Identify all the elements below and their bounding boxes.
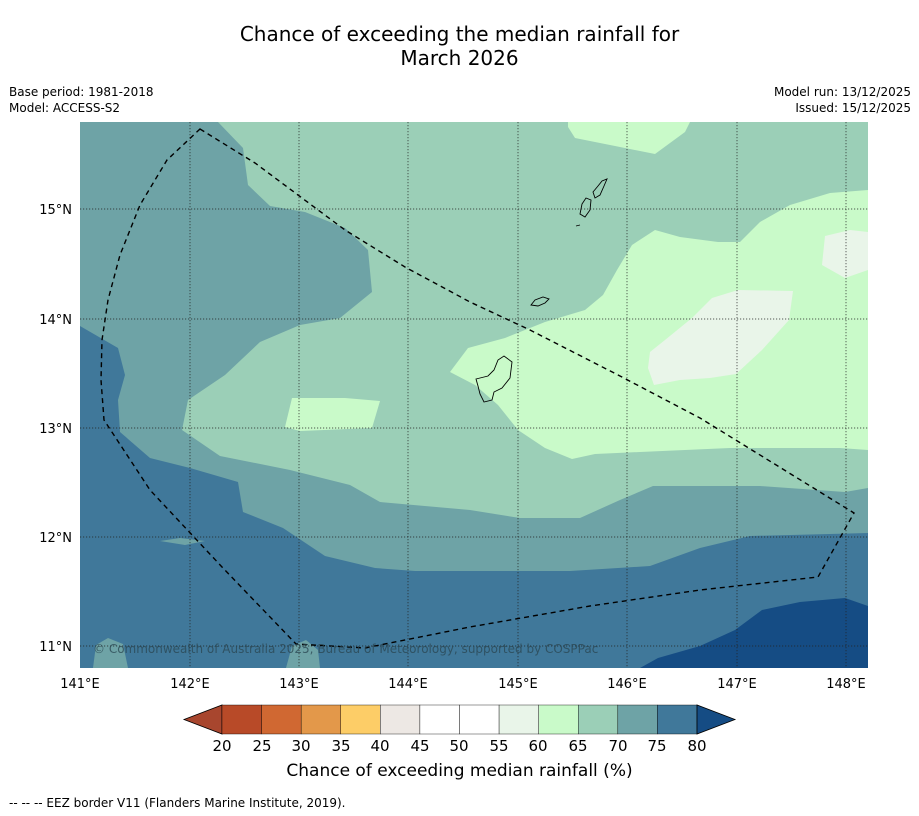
colorbar <box>182 704 737 735</box>
colorbar-segment <box>459 704 500 735</box>
lon-axis-labels: 141°E 142°E 143°E 144°E 145°E 146°E 147°… <box>60 677 866 692</box>
colorbar-segment <box>538 704 579 735</box>
colorbar-tick: 75 <box>647 737 666 755</box>
islands <box>475 178 608 403</box>
colorbar-tick: 35 <box>331 737 350 755</box>
lat-label: 12°N <box>39 531 72 546</box>
colorbar-segment <box>221 704 262 735</box>
colorbar-segment <box>380 704 421 735</box>
eez-border <box>100 128 855 649</box>
colorbar-tick: 40 <box>370 737 389 755</box>
colorbar-tick: 45 <box>410 737 429 755</box>
contour-55-60-a <box>648 290 793 385</box>
contour-70-75-patch-sw <box>93 638 128 668</box>
contour-75-80 <box>80 326 868 668</box>
lon-label: 142°E <box>170 677 210 692</box>
colorbar-tick: 65 <box>568 737 587 755</box>
lat-label: 11°N <box>39 640 72 655</box>
colorbar-tick: 50 <box>449 737 468 755</box>
meta-right: Model run: 13/12/2025 Issued: 15/12/2025 <box>774 84 911 116</box>
model-run: Model run: 13/12/2025 <box>773 85 911 99</box>
colorbar-tick: 60 <box>528 737 547 755</box>
colorbar-segment <box>261 704 302 735</box>
colorbar-tick: 80 <box>687 737 706 755</box>
colorbar-extend-low <box>182 704 223 735</box>
colorbar-segment <box>498 704 539 735</box>
lat-label: 15°N <box>39 203 72 218</box>
meta-left: Base period: 1981-2018 Model: ACCESS-S2 <box>9 84 154 116</box>
contour-70-75-patch-s <box>286 640 320 668</box>
island-rota <box>530 296 550 307</box>
colorbar-tick: 20 <box>212 737 231 755</box>
lon-label: 144°E <box>388 677 428 692</box>
contour-80-plus <box>640 598 868 668</box>
eez-legend: -- -- -- EEZ border V11 (Flanders Marine… <box>9 796 346 810</box>
contour-60-65-west <box>285 398 380 431</box>
lon-label: 141°E <box>60 677 100 692</box>
model-name: Model: ACCESS-S2 <box>9 101 121 115</box>
colorbar-tick: 55 <box>489 737 508 755</box>
contour-60-65-top <box>568 122 690 154</box>
colorbar-tick: 25 <box>252 737 271 755</box>
colorbar-segment <box>419 704 460 735</box>
lon-label: 148°E <box>826 677 866 692</box>
lon-label: 147°E <box>717 677 757 692</box>
colorbar-label: Chance of exceeding median rainfall (%) <box>286 761 633 781</box>
island-tinian <box>579 197 592 218</box>
lon-label: 145°E <box>498 677 538 692</box>
probability-contours: © Commonwealth of Australia 2025, Bureau… <box>80 122 868 668</box>
copyright-text: © Commonwealth of Australia 2025, Bureau… <box>93 642 598 656</box>
lon-label: 143°E <box>279 677 319 692</box>
graticule <box>80 122 868 668</box>
chart-title: Chance of exceeding the median rainfall … <box>0 22 919 70</box>
colorbar-segment <box>578 704 619 735</box>
colorbar-extend-high <box>696 704 737 735</box>
lon-label: 146°E <box>607 677 647 692</box>
colorbar-segment <box>300 704 341 735</box>
issued-date: Issued: 15/12/2025 <box>795 101 911 115</box>
lat-label: 14°N <box>39 313 72 328</box>
colorbar-tick: 30 <box>291 737 310 755</box>
base-period: Base period: 1981-2018 <box>9 85 154 99</box>
colorbar-segment <box>340 704 381 735</box>
colorbar-segment <box>657 704 698 735</box>
island-aguijan <box>575 224 581 227</box>
island-guam <box>475 355 513 403</box>
lat-label: 13°N <box>39 422 72 437</box>
contour-70-75-patch-w <box>160 538 205 545</box>
contour-60-65 <box>450 190 868 459</box>
lat-axis-labels: 15°N 14°N 13°N 12°N 11°N <box>39 203 72 655</box>
colorbar-ticks: 20 25 30 35 40 45 50 55 60 65 70 75 80 <box>212 737 706 755</box>
island-saipan <box>592 178 608 199</box>
title-line1: Chance of exceeding the median rainfall … <box>239 22 680 46</box>
title-line2: March 2026 <box>400 46 519 70</box>
colorbar-segment <box>617 704 658 735</box>
contour-55-60-b <box>822 230 868 278</box>
colorbar-tick: 70 <box>608 737 627 755</box>
